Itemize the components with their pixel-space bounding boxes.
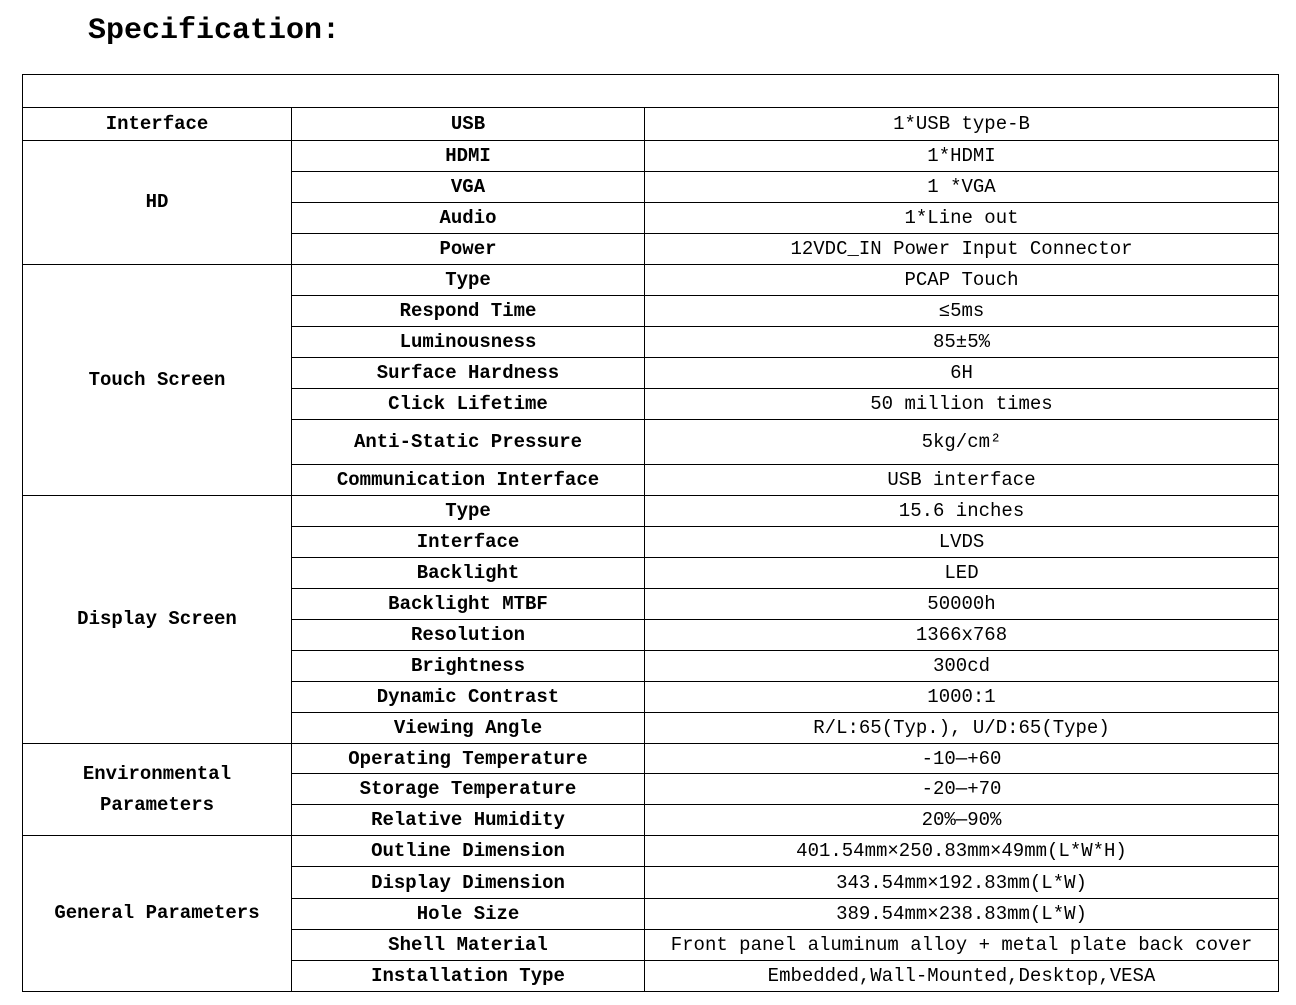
spec-item: Anti-Static Pressure [291,419,645,465]
spec-value: LED [643,557,1280,589]
spec-item: Surface Hardness [291,357,645,389]
table-row: Viewing Angle R/L:65(Typ.), U/D:65(Type) [23,712,1280,744]
group-label: Touch Screen [22,264,292,496]
spec-item: Outline Dimension [291,835,645,867]
spec-value: 1*Line out [643,202,1280,234]
spec-value: 20%—90% [643,804,1280,836]
specification-table: Interface USB 1*USB type-B HD HDMI 1*HDMI VGA 1… [21,74,1280,992]
spec-value: 1*USB type-B [643,107,1280,141]
spec-value: 5kg/cm² [643,419,1280,465]
spec-item: Resolution [291,619,645,651]
spec-value: Embedded,Wall-Mounted,Desktop,VESA [643,960,1280,992]
spec-item: Backlight MTBF [291,588,645,620]
spec-value: -20—+70 [643,773,1280,805]
table-row: Storage Temperature -20—+70 [23,773,1280,805]
spec-value: 12VDC_IN Power Input Connector [643,233,1280,265]
group-label: Interface [22,107,292,141]
spec-item: VGA [291,171,645,203]
spec-item: Installation Type [291,960,645,992]
table-row: Hole Size 389.54mm×238.83mm(L*W) [23,898,1280,930]
spec-value: ≤5ms [643,295,1280,327]
spec-value: 6H [643,357,1280,389]
table-row: Brightness 300cd [23,650,1280,682]
spec-value: 15.6 inches [643,495,1280,527]
header-cell [21,74,1280,108]
table-row: General Parameters Outline Dimension 401.5… [22,835,1280,992]
spec-value: -10—+60 [643,743,1280,774]
spec-item: Click Lifetime [291,388,645,420]
spec-item: USB [291,107,645,141]
spec-value: 300cd [643,650,1280,682]
spec-item: Interface [291,526,645,558]
table-row: Display Screen Type 15.6 inches [22,495,1280,744]
spec-value: 389.54mm×238.83mm(L*W) [643,898,1280,930]
spec-value: 1 *VGA [643,171,1280,203]
table-row: Backlight MTBF 50000h [23,588,1280,620]
table-row: Anti-Static Pressure 5kg/cm² [23,419,1280,465]
spec-item: Operating Temperature [291,743,645,774]
table-row: Interface USB 1*USB type-B [22,107,1280,141]
spec-item: Brightness [291,650,645,682]
page-title: Specification: [88,14,341,48]
table-row: Power 12VDC_IN Power Input Connector [23,233,1280,265]
spec-value: 85±5% [643,326,1280,358]
spec-item: Luminousness [291,326,645,358]
spec-value: Front panel aluminum alloy + metal plate… [643,929,1280,961]
spec-value: 401.54mm×250.83mm×49mm(L*W*H) [643,835,1280,867]
spec-item: Hole Size [291,898,645,930]
group-label: General Parameters [22,835,292,992]
spec-item: Backlight [291,557,645,589]
spec-value: 343.54mm×192.83mm(L*W) [643,866,1280,899]
table-row: Installation Type Embedded,Wall-Mounted,D… [23,960,1280,992]
spec-value: 50 million times [643,388,1280,420]
spec-value: R/L:65(Typ.), U/D:65(Type) [643,712,1280,744]
spec-value: PCAP Touch [643,264,1280,296]
spec-item: Viewing Angle [291,712,645,744]
group-label: HD [22,140,292,265]
spec-item: Display Dimension [291,866,645,899]
table-row: Luminousness 85±5% [23,326,1280,358]
spec-item: Type [291,264,645,296]
spec-item: Storage Temperature [291,773,645,805]
table-row: HD HDMI 1*HDMI [22,140,1280,265]
table-row: Resolution 1366x768 [23,619,1280,651]
table-row: Click Lifetime 50 million times [23,388,1280,420]
spec-item: HDMI [291,140,645,172]
table-row: Respond Time ≤5ms [23,295,1280,327]
spec-item: Relative Humidity [291,804,645,836]
table-row: Touch Screen Type PCAP Touch [22,264,1280,496]
group-label: Environmental Parameters [22,743,292,836]
table-row: Interface LVDS [23,526,1280,558]
spec-item: Type [291,495,645,527]
table-row: VGA 1 *VGA [23,171,1280,203]
spec-item: Dynamic Contrast [291,681,645,713]
table-row: Surface Hardness 6H [23,357,1280,389]
header-row [21,74,1280,108]
spec-value: 1366x768 [643,619,1280,651]
spec-value: USB interface [643,464,1280,496]
spec-value: LVDS [643,526,1280,558]
table-row: Dynamic Contrast 1000:1 [23,681,1280,713]
spec-value: 50000h [643,588,1280,620]
table-row: Environmental Parameters Operating Temper… [22,743,1280,836]
spec-value: 1000:1 [643,681,1280,713]
spec-item: Respond Time [291,295,645,327]
spec-item: Shell Material [291,929,645,961]
table-row: Audio 1*Line out [23,202,1280,234]
spec-item: Communication Interface [291,464,645,496]
spec-value: 1*HDMI [643,140,1280,172]
group-label: Display Screen [22,495,292,744]
spec-item: Power [291,233,645,265]
spec-item: Audio [291,202,645,234]
